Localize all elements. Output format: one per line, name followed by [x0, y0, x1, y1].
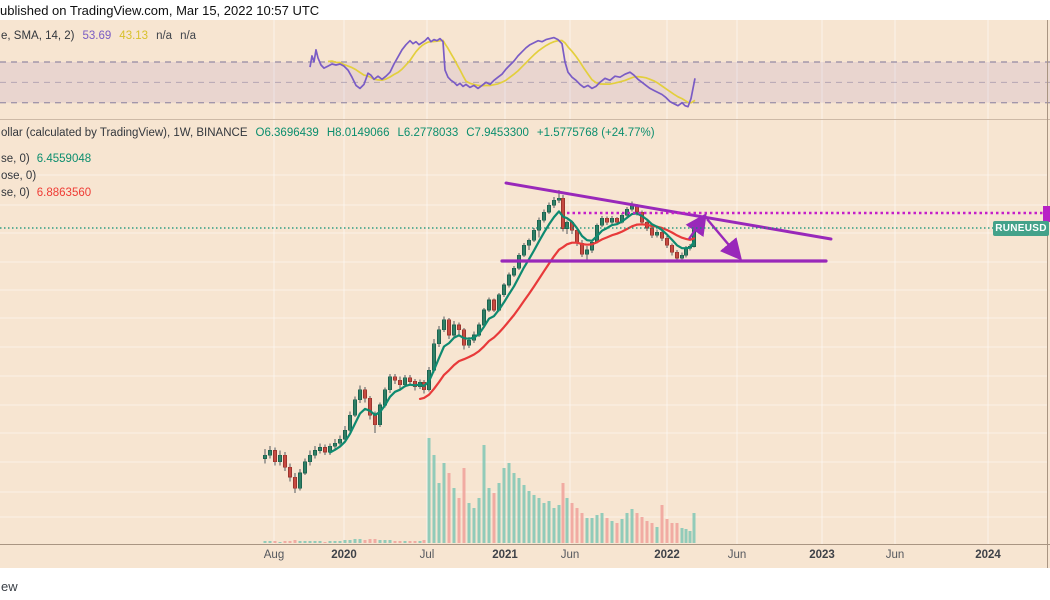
rsi-line: [309, 36, 696, 108]
ohlc-open: O6.3696439: [255, 127, 319, 139]
rsi-pane: [0, 36, 1050, 108]
time-axis-label-jul: Jul: [419, 549, 435, 561]
rsi-legend-prefix: e, SMA, 14, 2): [1, 30, 75, 42]
watermark-fragment: ew: [1, 579, 18, 594]
time-axis-label-jun: Jun: [885, 549, 905, 561]
drawing-price-label: [1043, 206, 1050, 222]
rsi-na-2: n/a: [180, 30, 197, 42]
ma-slow-value: 6.8863560: [36, 187, 92, 199]
time-axis-label-jun: Jun: [727, 549, 747, 561]
time-axis-label-2022: 2022: [654, 549, 680, 561]
volume-series: [263, 438, 696, 543]
ma-legend-slow: se, 0) 6.8863560: [1, 187, 91, 199]
ma-fast-prefix: se, 0): [1, 153, 30, 165]
ohlc-change: +1.5775768 (+24.77%): [536, 127, 655, 139]
time-axis-label-jun: Jun: [560, 549, 580, 561]
published-line: ublished on TradingView.com, Mar 15, 202…: [0, 3, 320, 18]
ma-legend-fast: se, 0) 6.4559048: [1, 153, 91, 165]
ohlc-low: L6.2778033: [397, 127, 459, 139]
chart-surface[interactable]: [0, 20, 1050, 568]
rsi-legend: e, SMA, 14, 2) 53.69 43.13 n/a n/a: [1, 30, 196, 42]
time-axis-label-2024: 2024: [975, 549, 1001, 561]
ohlc-high: H8.0149066: [326, 127, 390, 139]
symbol-legend: ollar (calculated by TradingView), 1W, B…: [1, 127, 655, 139]
descending-trendline: [504, 181, 833, 241]
ma-fast-line: [328, 210, 696, 454]
breakdown-arrow-down: [706, 218, 743, 261]
ma-slow-line: [418, 223, 696, 400]
time-axis-label-2023: 2023: [809, 549, 835, 561]
candlestick-series: [263, 190, 696, 494]
ma-fast-value: 6.4559048: [36, 153, 92, 165]
rsi-na-1: n/a: [156, 30, 173, 42]
rsi-value: 53.69: [82, 30, 112, 42]
symbol-title-prefix: ollar (calculated by TradingView), 1W, B…: [1, 127, 248, 139]
analyst-drawings: [0, 181, 1043, 263]
time-axis-label-aug: Aug: [263, 549, 285, 561]
rsi-sma-line: [327, 39, 696, 104]
time-axis-label-2021: 2021: [492, 549, 518, 561]
ohlc-close: C7.9453300: [466, 127, 529, 139]
time-axis-label-2020: 2020: [331, 549, 357, 561]
ma-slow-prefix: se, 0): [1, 187, 30, 199]
symbol-price-badge: RUNEUSD: [993, 221, 1049, 236]
ma-legend-hidden: ose, 0): [1, 170, 36, 182]
ma-hidden-prefix: ose, 0): [1, 170, 37, 182]
rsi-sma-value: 43.13: [119, 30, 149, 42]
